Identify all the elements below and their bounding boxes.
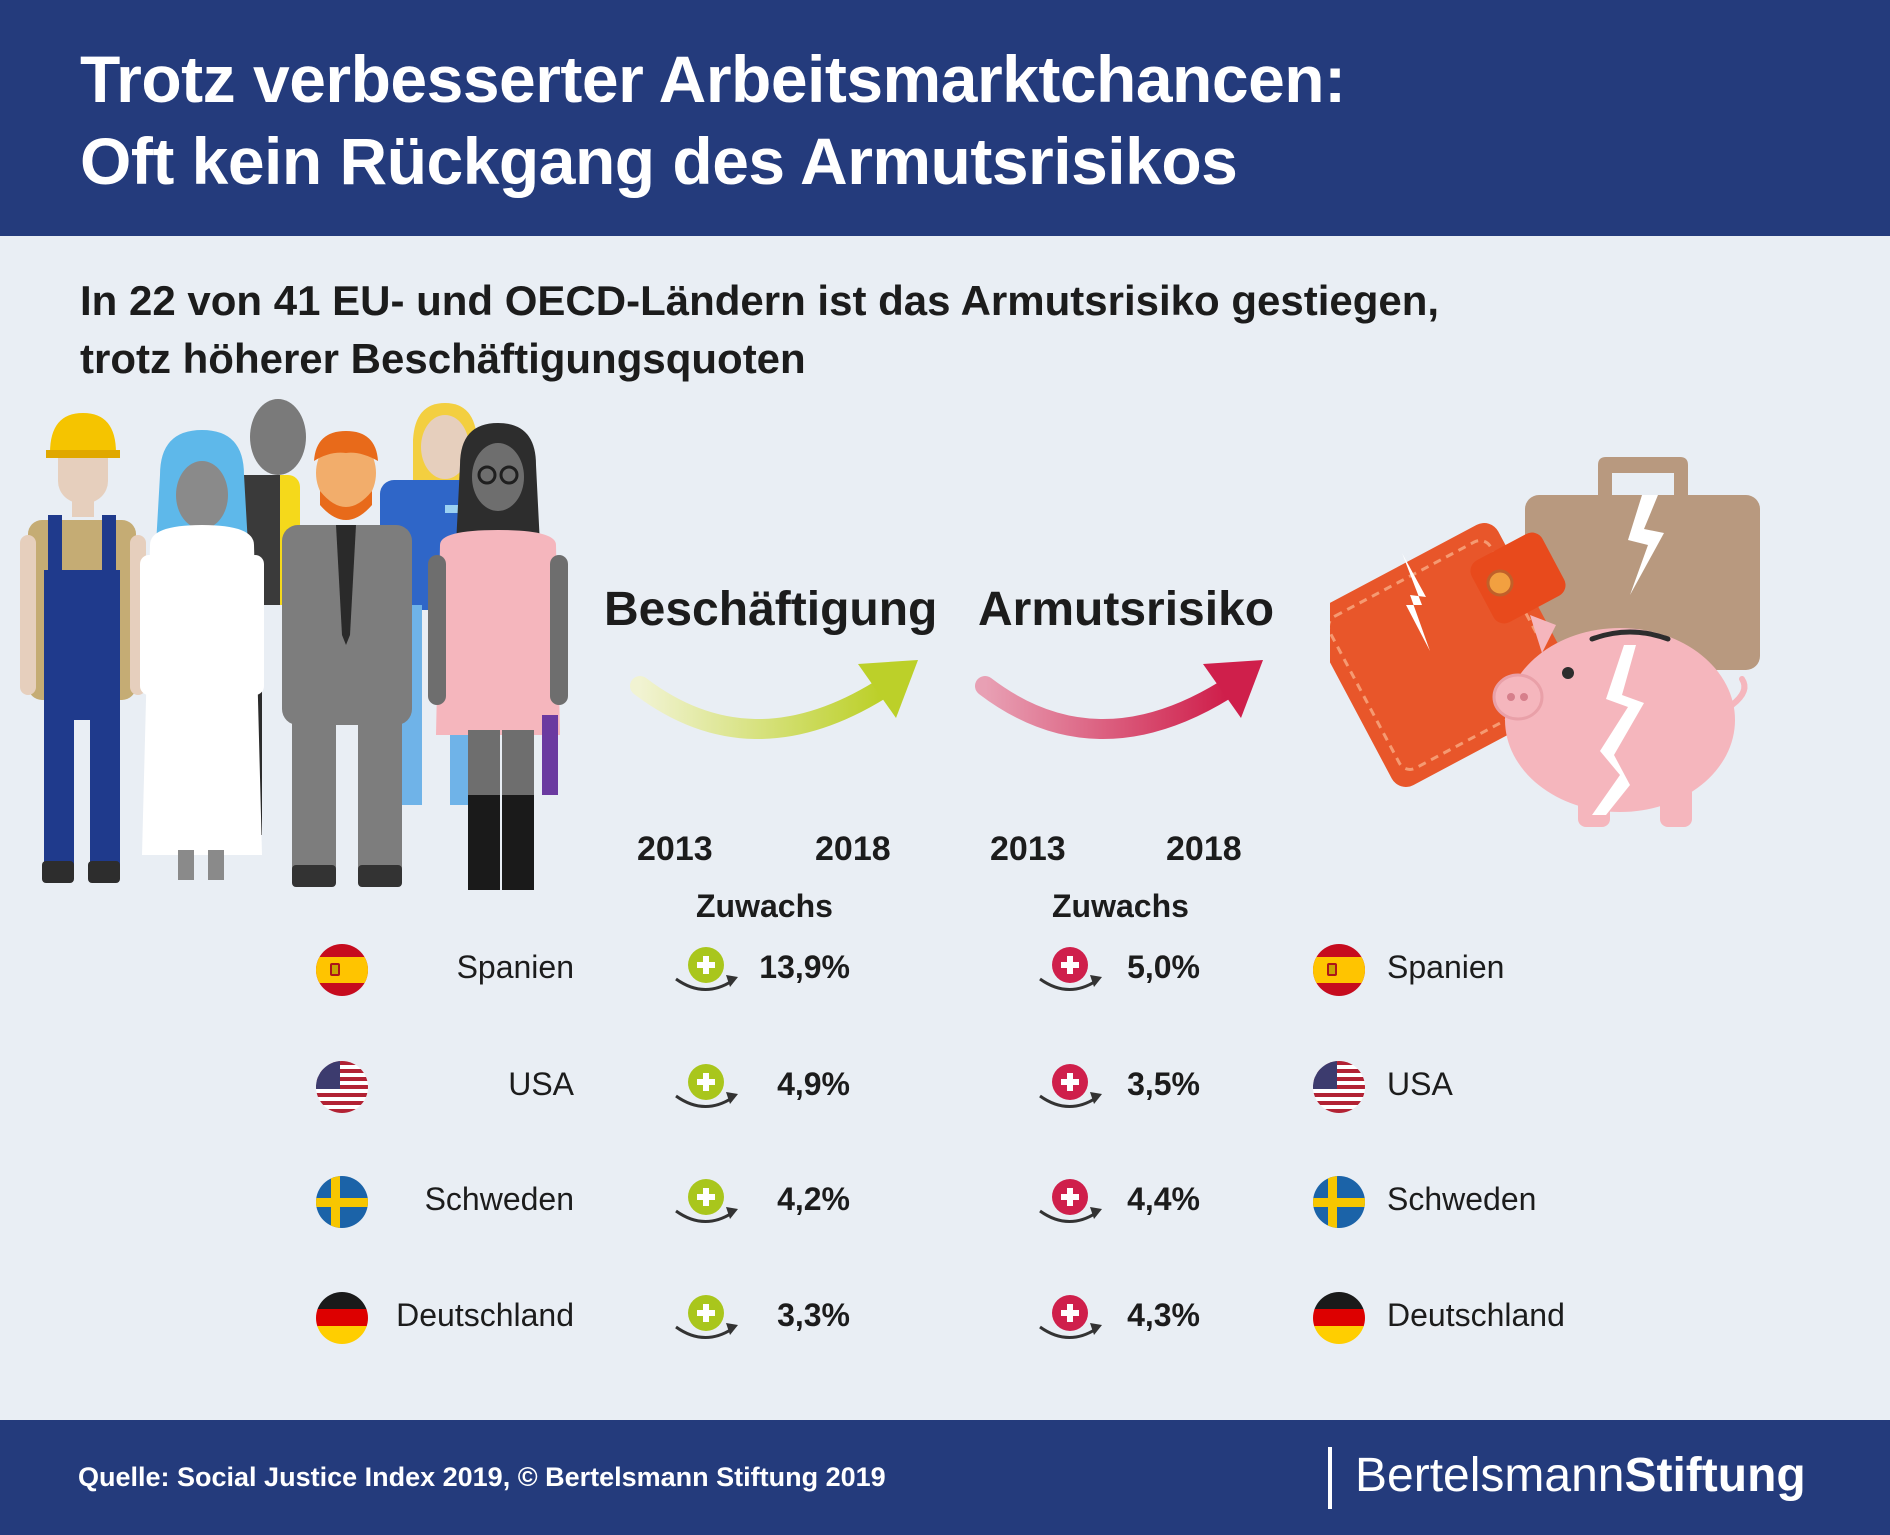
poverty-growth-value: 3,5%	[1127, 1066, 1200, 1102]
poverty-year-start: 2013	[990, 830, 1066, 868]
plus-circle-icon	[1039, 1064, 1102, 1108]
businessman-figure	[282, 431, 412, 887]
country-name-left: Spanien	[456, 949, 574, 985]
poverty-growth-value: 5,0%	[1127, 949, 1200, 985]
broken-briefcase-icon	[1525, 457, 1760, 670]
broken-wallet-piggybank-briefcase-illustration	[1330, 457, 1760, 827]
subtitle: In 22 von 41 EU- und OECD-Ländern ist da…	[80, 272, 1780, 388]
brand-divider	[1328, 1447, 1332, 1509]
sweden-flag-icon	[316, 1176, 368, 1228]
poverty-growth-value: 4,3%	[1127, 1297, 1200, 1333]
brand-part-1: Bertelsmann	[1355, 1449, 1625, 1502]
country-row: Deutschland 3,3% 4,3% Deutschland	[0, 1283, 1890, 1353]
employment-label: Beschäftigung	[604, 583, 938, 636]
title-line-1: Trotz verbesserter Arbeitsmarktchancen:	[80, 42, 1346, 116]
employment-change-label: Zuwachs	[696, 888, 833, 924]
country-name-right: Spanien	[1387, 949, 1505, 985]
sweden-flag-icon	[1313, 1176, 1365, 1228]
plus-circle-icon	[675, 1179, 738, 1223]
plus-circle-icon	[675, 1295, 738, 1339]
country-name-left: Deutschland	[396, 1297, 574, 1333]
germany-flag-icon	[316, 1292, 368, 1344]
country-name-left: USA	[508, 1066, 574, 1102]
country-name-right: USA	[1387, 1066, 1453, 1102]
country-row: Schweden 4,2% 4,4% Schweden	[0, 1167, 1890, 1237]
header-banner: Trotz verbesserter Arbeitsmarktchancen: …	[0, 0, 1890, 236]
plus-circle-icon	[675, 947, 738, 991]
plus-circle-icon	[1039, 1179, 1102, 1223]
poverty-label: Armutsrisiko	[978, 583, 1275, 636]
subtitle-line-2: trotz höherer Beschäftigungsquoten	[80, 335, 806, 382]
subtitle-line-1: In 22 von 41 EU- und OECD-Ländern ist da…	[80, 277, 1440, 324]
usa-flag-icon	[316, 1061, 368, 1113]
brand-part-2: Stiftung	[1624, 1449, 1806, 1502]
poverty-year-end: 2018	[1166, 830, 1242, 868]
employment-growth-value: 4,9%	[777, 1066, 850, 1102]
country-name-right: Deutschland	[1387, 1297, 1565, 1333]
country-name-right: Schweden	[1387, 1181, 1537, 1217]
woman-hijab-figure	[140, 430, 264, 880]
poverty-change-label: Zuwachs	[1052, 888, 1189, 924]
brand-logo: BertelsmannStiftung	[1355, 1448, 1806, 1503]
broken-piggy-bank-icon	[1492, 615, 1748, 827]
employment-year-start: 2013	[637, 830, 713, 868]
employment-growth-value: 13,9%	[759, 949, 850, 985]
germany-flag-icon	[1313, 1292, 1365, 1344]
woman-pink-dress-figure	[428, 423, 568, 890]
workers-group-illustration	[20, 399, 568, 890]
poverty-up-arrow-icon	[975, 660, 1263, 739]
country-name-left: Schweden	[424, 1181, 574, 1217]
employment-growth-value: 3,3%	[777, 1297, 850, 1333]
employment-up-arrow-icon	[630, 660, 918, 739]
spain-flag-icon	[1313, 944, 1365, 996]
country-row: Spanien 13,9% 5,0% Spanien	[0, 935, 1890, 1005]
country-row: USA 4,9% 3,5% USA	[0, 1052, 1890, 1122]
page-title: Trotz verbesserter Arbeitsmarktchancen: …	[80, 38, 1780, 202]
employment-year-end: 2018	[815, 830, 891, 868]
source-note: Quelle: Social Justice Index 2019, © Ber…	[78, 1462, 886, 1492]
usa-flag-icon	[1313, 1061, 1365, 1113]
footer: Quelle: Social Justice Index 2019, © Ber…	[0, 1420, 1890, 1535]
construction-worker-figure	[20, 413, 146, 883]
plus-circle-icon	[675, 1064, 738, 1108]
plus-circle-icon	[1039, 947, 1102, 991]
plus-circle-icon	[1039, 1295, 1102, 1339]
poverty-growth-value: 4,4%	[1127, 1181, 1200, 1217]
spain-flag-icon	[316, 944, 368, 996]
employment-growth-value: 4,2%	[777, 1181, 850, 1217]
title-line-2: Oft kein Rückgang des Armutsrisikos	[80, 124, 1238, 198]
